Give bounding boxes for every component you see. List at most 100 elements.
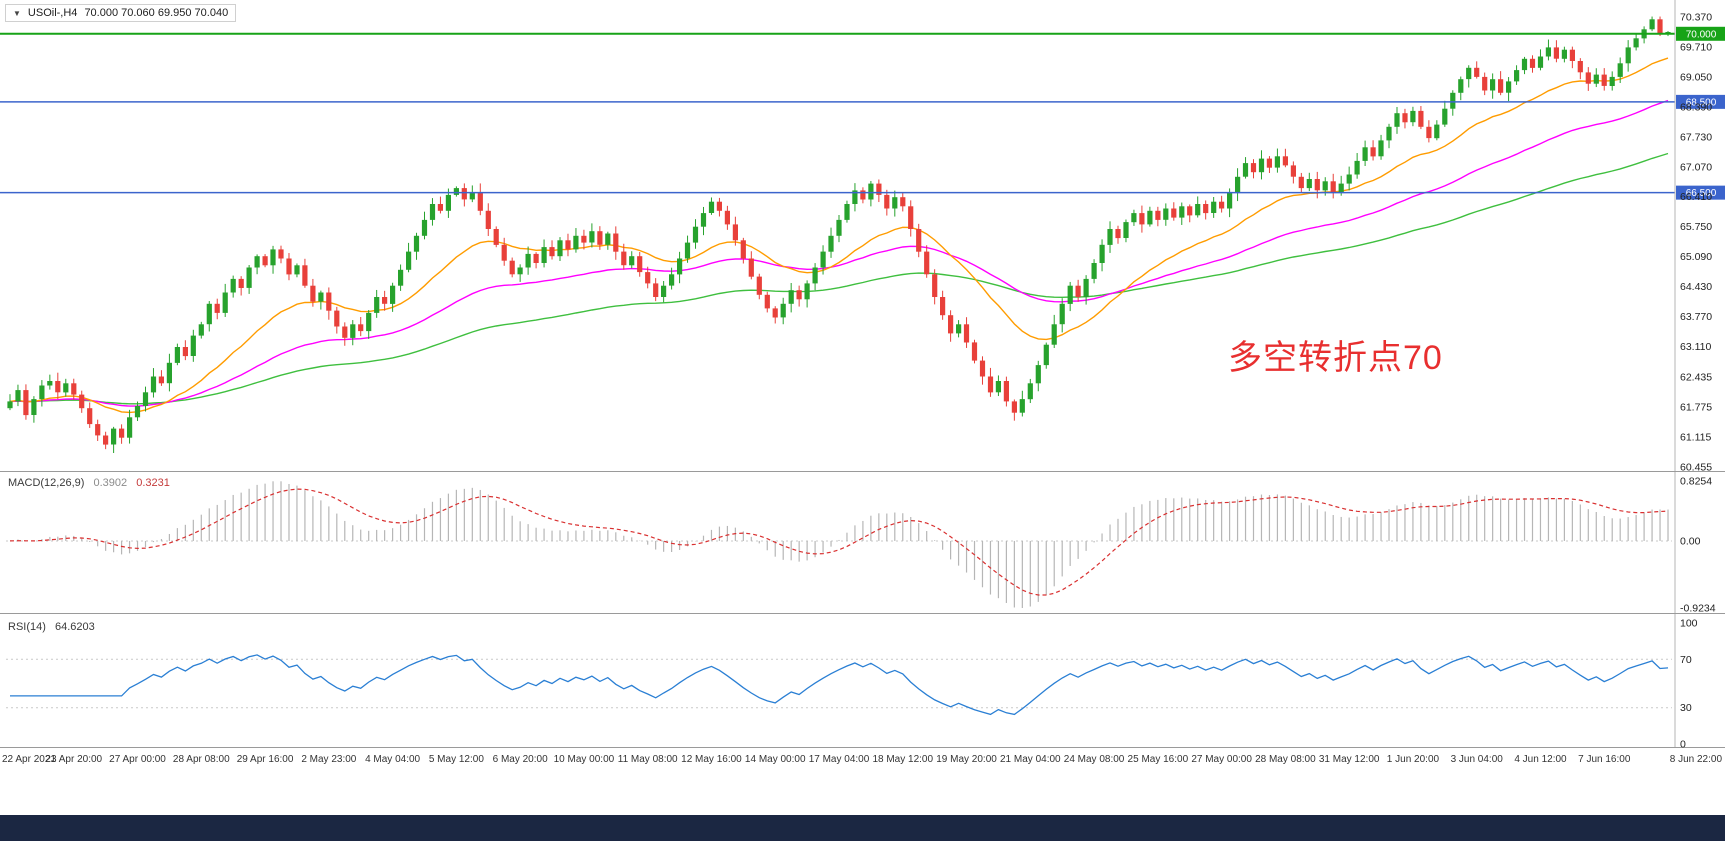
candle-body	[262, 256, 268, 266]
candle-body	[310, 285, 316, 302]
candle-body	[1609, 76, 1615, 86]
candle-body	[103, 435, 109, 445]
symbol-timeframe: USOil-,H4	[27, 7, 78, 19]
candle-body	[557, 240, 563, 257]
macd-signal-line	[9, 488, 1669, 596]
candle-body	[1011, 401, 1017, 413]
candle-body	[142, 392, 149, 406]
price-axis-label: 69.050	[1680, 71, 1712, 83]
candle-body	[1569, 49, 1575, 61]
candle-body	[1059, 303, 1065, 325]
date-label: 31 May 12:00	[1319, 754, 1380, 765]
price-lines-layer: 70.000 68.500 66.500	[0, 26, 1725, 200]
date-label: 24 May 08:00	[1064, 754, 1125, 765]
candle-body	[1179, 206, 1185, 218]
date-label: 21 May 04:00	[1000, 754, 1061, 765]
candle-body	[1298, 176, 1304, 189]
candle-body	[788, 290, 794, 304]
candle-body	[900, 197, 906, 207]
candle-body	[334, 310, 340, 327]
candle-body	[932, 274, 938, 297]
candle-body	[653, 283, 659, 297]
candle-body	[1434, 124, 1440, 139]
price-axis-label: 70.370	[1680, 12, 1712, 24]
rsi-indicator-label: RSI(14) 64.6203	[8, 621, 95, 633]
candle-body	[1346, 174, 1352, 184]
candle-body	[7, 401, 13, 409]
date-label: 4 Jun 12:00	[1514, 754, 1567, 765]
candle-body	[374, 297, 380, 313]
candle-body	[1442, 108, 1448, 125]
candle-body	[1577, 61, 1583, 73]
candle-body	[342, 326, 348, 338]
candle-body	[1195, 204, 1201, 216]
candle-body	[1258, 158, 1265, 173]
candle-body	[1235, 176, 1241, 193]
price-axis-label: 68.390	[1680, 101, 1712, 113]
candle-body	[533, 253, 539, 263]
candle-body	[413, 235, 420, 252]
date-label: 28 Apr 08:00	[173, 754, 230, 765]
candle-body	[1019, 399, 1025, 413]
price-tag	[1676, 185, 1725, 200]
moving-averages-layer	[9, 57, 1669, 414]
candle-body	[1402, 113, 1408, 123]
macd-axis-label: -0.9234	[1680, 603, 1716, 615]
candle-body	[1051, 324, 1057, 345]
candle-body	[700, 213, 707, 227]
candle-body	[493, 229, 499, 245]
candle-body	[1211, 201, 1217, 213]
price-axis: 70.370 69.710 69.050 68.390 67.730 67.070 66.4…	[1674, 0, 1712, 748]
date-label: 2 May 23:00	[301, 754, 356, 765]
date-label: 8 Jun 22:00	[1670, 754, 1723, 765]
candle-body	[477, 192, 483, 211]
candle-body	[134, 406, 141, 418]
macd-indicator-label: MACD(12,26,9) 0.3902 0.3231	[8, 477, 170, 489]
candle-body	[119, 428, 125, 438]
candle-body	[1227, 192, 1233, 209]
date-label: 1 Jun 20:00	[1387, 754, 1440, 765]
date-label: 5 May 12:00	[429, 754, 484, 765]
candle-body	[1003, 381, 1009, 402]
candle-body	[1115, 229, 1121, 239]
candle-body	[1035, 365, 1041, 384]
candle-body	[573, 235, 579, 250]
candle-body	[1601, 74, 1607, 86]
price-tag-label: 68.500	[1686, 97, 1717, 108]
price-axis-label: 63.110	[1680, 341, 1711, 353]
candle-body	[892, 197, 898, 209]
candle-body	[884, 194, 890, 209]
candle-body	[1617, 63, 1623, 77]
candle-body	[1163, 208, 1169, 220]
candle-body	[398, 269, 404, 286]
candle-body	[517, 267, 523, 275]
candle-body	[1657, 19, 1663, 34]
candle-body	[166, 362, 172, 384]
symbol-dropdown-icon[interactable]: ▼	[13, 8, 21, 18]
candle-body	[453, 188, 459, 195]
price-axis-label: 62.435	[1680, 372, 1712, 384]
candle-body	[190, 335, 196, 356]
candle-body	[1378, 140, 1384, 157]
candle-body	[1314, 179, 1320, 191]
rsi-name: RSI(14)	[8, 621, 46, 633]
price-axis-label: 67.070	[1680, 161, 1712, 173]
candle-body	[254, 256, 260, 268]
candle-body	[804, 283, 810, 300]
candle-body	[1219, 201, 1225, 209]
text-annotation: 多空转折点70	[1228, 339, 1443, 377]
candle-body	[581, 235, 587, 243]
macd-panel: 0.8254 0.00 -0.9234	[6, 476, 1716, 615]
candle-body	[127, 417, 133, 438]
candle-body	[963, 324, 970, 343]
candle-body	[63, 383, 69, 393]
price-tag-label: 70.000	[1686, 29, 1717, 40]
candle-body	[629, 256, 635, 266]
candle-body	[1027, 383, 1033, 400]
candle-body	[445, 194, 451, 211]
price-axis-label: 67.730	[1680, 131, 1712, 143]
candle-body	[302, 265, 308, 286]
candle-body	[1131, 213, 1137, 223]
candle-body	[270, 249, 276, 266]
